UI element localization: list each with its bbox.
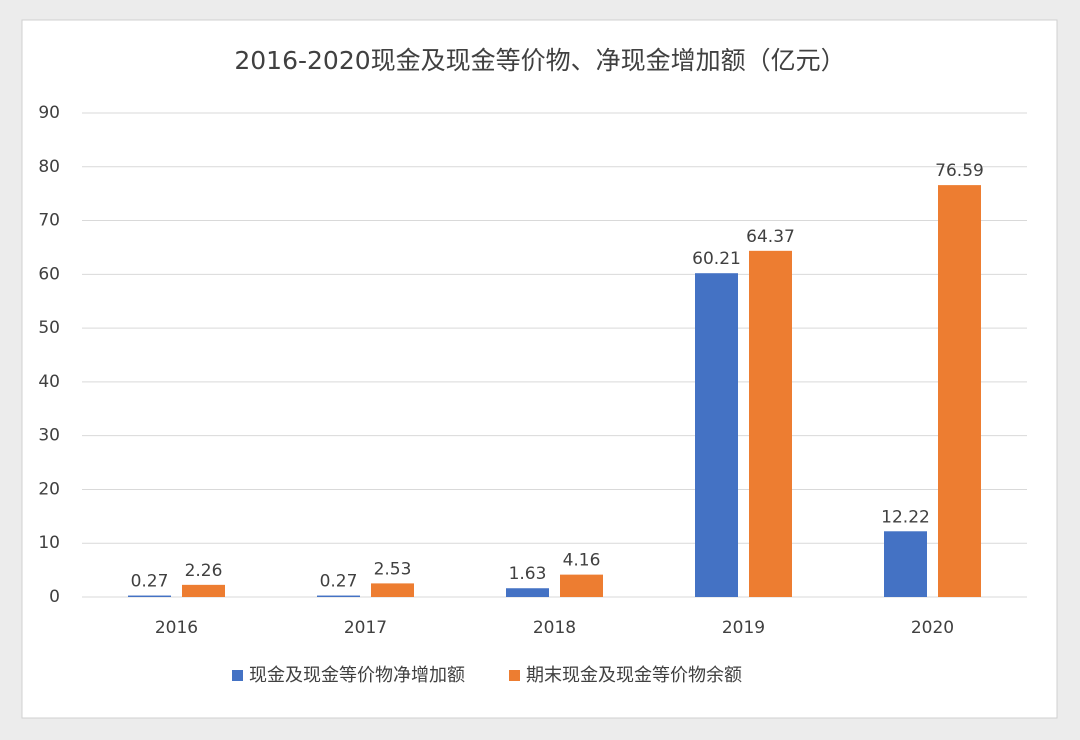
value-label: 1.63 <box>509 564 547 584</box>
x-tick-label: 2017 <box>344 618 387 638</box>
x-tick-label: 2018 <box>533 618 576 638</box>
y-tick-label: 70 <box>38 211 60 231</box>
value-label: 12.22 <box>881 507 930 527</box>
bar <box>506 588 549 597</box>
bar <box>371 583 414 597</box>
bar <box>884 531 927 597</box>
y-tick-label: 30 <box>38 426 60 446</box>
bar <box>560 574 603 597</box>
value-label: 0.27 <box>320 572 358 592</box>
bar <box>128 595 171 597</box>
y-tick-label: 40 <box>38 372 60 392</box>
y-tick-label: 20 <box>38 479 60 499</box>
value-label: 76.59 <box>935 161 984 181</box>
bar <box>317 595 360 597</box>
bar <box>695 273 738 597</box>
chart-title: 2016-2020现金及现金等价物、净现金增加额（亿元） <box>234 46 845 75</box>
y-tick-label: 60 <box>38 264 60 284</box>
x-tick-label: 2019 <box>722 618 765 638</box>
y-tick-label: 10 <box>38 533 60 553</box>
y-tick-label: 80 <box>38 157 60 177</box>
x-tick-label: 2020 <box>911 618 954 638</box>
legend-swatch <box>509 670 520 681</box>
legend-label: 现金及现金等价物净增加额 <box>249 665 465 686</box>
legend-label: 期末现金及现金等价物余额 <box>526 665 742 686</box>
chart-card <box>21 19 1058 719</box>
value-label: 2.26 <box>185 561 223 581</box>
value-label: 2.53 <box>374 559 412 579</box>
value-label: 64.37 <box>746 227 795 247</box>
x-tick-label: 2016 <box>155 618 198 638</box>
y-tick-label: 90 <box>38 103 60 123</box>
value-label: 4.16 <box>563 551 601 571</box>
y-tick-label: 50 <box>38 318 60 338</box>
value-label: 0.27 <box>131 572 169 592</box>
value-label: 60.21 <box>692 249 741 269</box>
bar <box>749 250 792 597</box>
legend-swatch <box>232 670 243 681</box>
y-tick-label: 0 <box>49 587 60 607</box>
bar <box>182 584 225 597</box>
bar <box>938 185 981 597</box>
